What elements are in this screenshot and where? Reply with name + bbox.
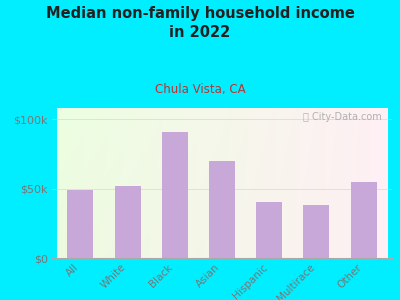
Text: Median non-family household income
in 2022: Median non-family household income in 20… — [46, 6, 354, 40]
Bar — [67, 190, 93, 258]
Bar — [256, 202, 282, 258]
Text: Chula Vista, CA: Chula Vista, CA — [155, 82, 245, 95]
Bar — [114, 186, 140, 258]
Bar — [162, 132, 188, 258]
Bar — [304, 205, 330, 258]
Text: ⓘ City-Data.com: ⓘ City-Data.com — [303, 112, 382, 122]
Bar — [351, 182, 377, 258]
Bar — [209, 161, 235, 258]
